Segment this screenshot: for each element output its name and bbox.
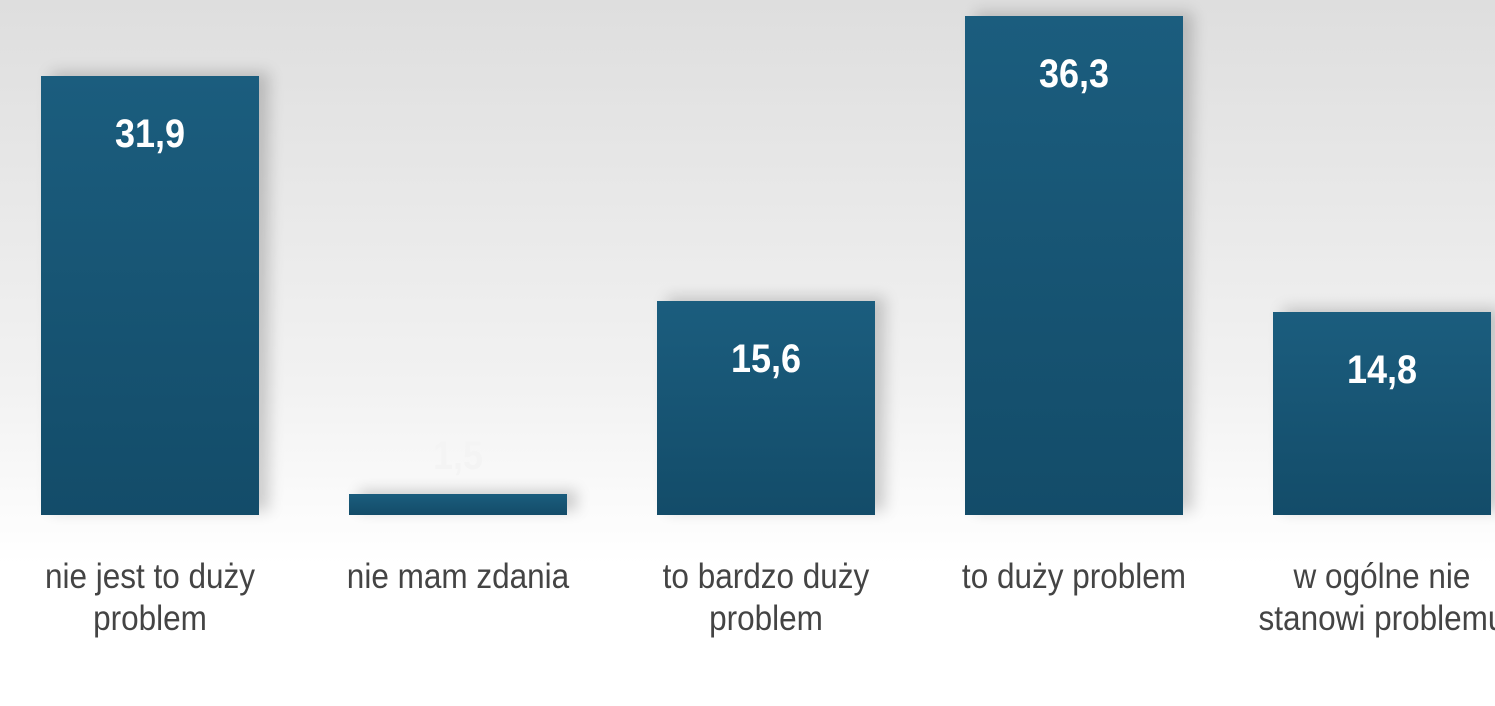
data-label: 36,3 bbox=[1038, 52, 1110, 96]
x-tick-label: w ogólne nie stanowi problemu bbox=[1258, 557, 1495, 638]
x-tick-label: to duży problem bbox=[961, 557, 1187, 596]
x-tick-label: to bardzo duży problem bbox=[662, 557, 870, 638]
data-label: 15,6 bbox=[730, 336, 802, 381]
data-label: 14,8 bbox=[1346, 347, 1418, 392]
bar bbox=[349, 494, 567, 515]
bar bbox=[965, 16, 1183, 515]
x-tick-label: nie jest to duży problem bbox=[44, 557, 256, 638]
x-tick-label: nie mam zdania bbox=[346, 557, 570, 596]
bar bbox=[1273, 311, 1491, 515]
bar bbox=[41, 76, 259, 515]
bar bbox=[657, 300, 875, 515]
data-label: 31,9 bbox=[114, 112, 186, 157]
data-label: 1,5 bbox=[432, 434, 484, 479]
